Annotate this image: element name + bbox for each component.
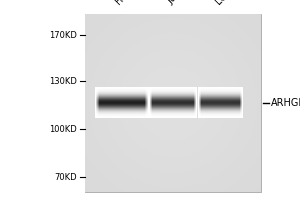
Text: Jurkat: Jurkat: [165, 0, 193, 6]
Bar: [85, 14, 261, 192]
Text: 170KD: 170KD: [49, 30, 76, 40]
Text: ARHGEF1: ARHGEF1: [271, 98, 300, 108]
Text: HeLa: HeLa: [113, 0, 138, 6]
Text: 130KD: 130KD: [49, 76, 76, 86]
Text: 100KD: 100KD: [49, 124, 76, 134]
Text: 70KD: 70KD: [54, 172, 76, 182]
Text: LO2: LO2: [213, 0, 234, 6]
